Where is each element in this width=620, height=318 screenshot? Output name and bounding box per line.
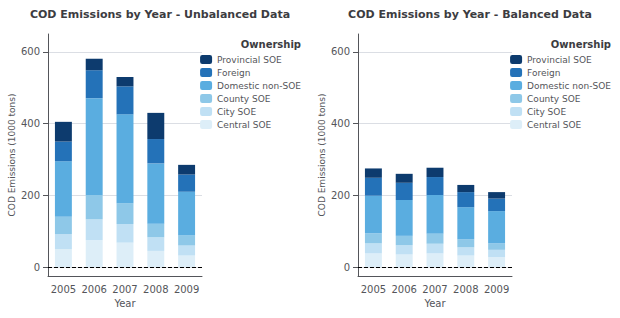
svg-text:2005: 2005: [361, 284, 386, 295]
svg-text:COD Emissions by Year - Balanc: COD Emissions by Year - Balanced Data: [348, 8, 592, 21]
svg-text:COD Emissions (1000 tons): COD Emissions (1000 tons): [7, 94, 17, 217]
svg-text:0: 0: [344, 262, 350, 273]
svg-text:600: 600: [21, 46, 40, 57]
svg-text:2005: 2005: [51, 284, 76, 295]
svg-text:Ownership: Ownership: [551, 39, 611, 50]
svg-text:Year: Year: [113, 298, 136, 309]
svg-text:Foreign: Foreign: [217, 68, 250, 78]
svg-text:400: 400: [331, 118, 350, 129]
svg-text:Year: Year: [423, 298, 446, 309]
svg-text:Provincial SOE: Provincial SOE: [217, 55, 282, 65]
svg-text:200: 200: [331, 190, 350, 201]
svg-text:City SOE: City SOE: [527, 107, 566, 117]
svg-text:2008: 2008: [143, 284, 168, 295]
svg-text:Central SOE: Central SOE: [217, 120, 271, 130]
svg-text:400: 400: [21, 118, 40, 129]
svg-text:COD Emissions by Year - Unbala: COD Emissions by Year - Unbalanced Data: [30, 8, 290, 21]
svg-text:Ownership: Ownership: [241, 39, 301, 50]
svg-text:Domestic non-SOE: Domestic non-SOE: [217, 81, 301, 91]
svg-text:City SOE: City SOE: [217, 107, 256, 117]
svg-text:2008: 2008: [453, 284, 478, 295]
svg-text:600: 600: [331, 46, 350, 57]
svg-text:2009: 2009: [174, 284, 199, 295]
svg-text:Domestic non-SOE: Domestic non-SOE: [527, 81, 611, 91]
svg-text:200: 200: [21, 190, 40, 201]
svg-text:County SOE: County SOE: [527, 94, 581, 104]
svg-text:2009: 2009: [484, 284, 509, 295]
svg-text:Central SOE: Central SOE: [527, 120, 581, 130]
svg-text:Foreign: Foreign: [527, 68, 560, 78]
svg-text:County SOE: County SOE: [217, 94, 271, 104]
svg-text:2007: 2007: [112, 284, 137, 295]
svg-text:2006: 2006: [81, 284, 106, 295]
svg-text:2006: 2006: [391, 284, 416, 295]
svg-text:0: 0: [34, 262, 40, 273]
svg-text:Provincial SOE: Provincial SOE: [527, 55, 592, 65]
svg-text:2007: 2007: [422, 284, 447, 295]
svg-text:COD Emissions (1000 tons): COD Emissions (1000 tons): [317, 94, 327, 217]
